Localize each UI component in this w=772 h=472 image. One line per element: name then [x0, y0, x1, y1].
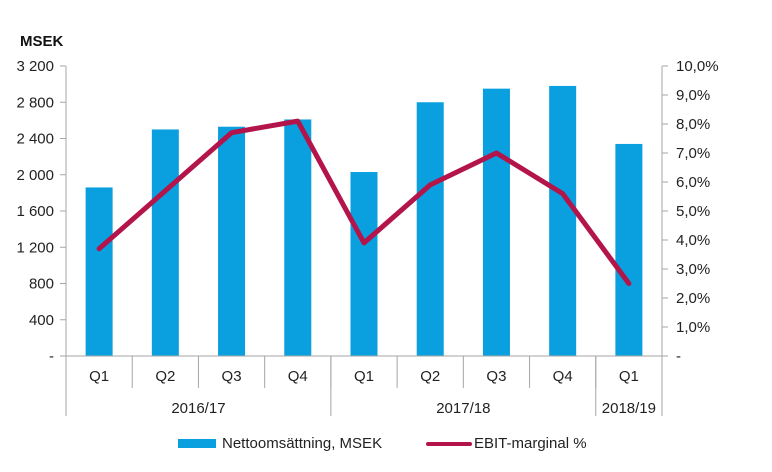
left-tick-label: 1 600 — [16, 203, 54, 220]
right-tick-label: 10,0% — [676, 58, 719, 75]
legend-bar-label: Nettoomsättning, MSEK — [222, 435, 382, 452]
x-axis: Q1 Q2 Q3 Q4 Q1 Q2 Q3 Q4 Q1 2016/17 2017/18 2018/19 — [65, 355, 663, 417]
bar — [85, 187, 113, 356]
x-group-label: 2017/18 — [436, 400, 490, 417]
x-tick-label: Q1 — [354, 368, 374, 385]
bar — [549, 85, 577, 356]
bar — [284, 119, 312, 356]
left-tick-label: 3 200 — [16, 58, 54, 75]
x-group-label: 2018/19 — [602, 400, 656, 417]
bar — [615, 143, 643, 356]
line-series — [96, 118, 632, 286]
right-tick-label: 5,0% — [676, 203, 710, 220]
left-tick-label: 2 000 — [16, 167, 54, 184]
x-tick-label: Q3 — [486, 368, 506, 385]
x-tick-label: Q4 — [288, 368, 308, 385]
right-tick-label: 6,0% — [676, 174, 710, 191]
x-tick-label: Q1 — [619, 368, 639, 385]
right-tick-label: 8,0% — [676, 116, 710, 133]
left-tick-label: - — [49, 348, 54, 365]
bar — [151, 129, 179, 356]
x-group-label: 2016/17 — [171, 400, 225, 417]
bar — [350, 172, 378, 356]
x-tick-label: Q2 — [155, 368, 175, 385]
x-tick-label: Q3 — [222, 368, 242, 385]
right-tick-label: 3,0% — [676, 261, 710, 278]
legend-bar-swatch — [178, 439, 216, 448]
left-axis: - 400 800 1 200 1 600 2 000 2 400 2 800 3 200 — [16, 58, 67, 365]
right-tick-label: 1,0% — [676, 319, 710, 336]
bar — [416, 102, 444, 356]
x-tick-label: Q4 — [553, 368, 573, 385]
right-tick-label: 4,0% — [676, 232, 710, 249]
bar — [218, 126, 246, 356]
left-tick-label: 2 400 — [16, 131, 54, 148]
bar — [482, 88, 510, 356]
left-tick-label: 2 800 — [16, 94, 54, 111]
left-tick-label: 800 — [29, 276, 54, 293]
right-tick-label: 2,0% — [676, 290, 710, 307]
left-axis-unit-label: MSEK — [20, 33, 64, 50]
x-tick-label: Q2 — [420, 368, 440, 385]
right-axis: - 1,0% 2,0% 3,0% 4,0% 5,0% 6,0% 7,0% 8,0% 9,0% 10,… — [661, 58, 719, 365]
left-tick-label: 400 — [29, 312, 54, 329]
x-tick-label: Q1 — [89, 368, 109, 385]
right-tick-label: - — [676, 348, 681, 365]
right-tick-label: 9,0% — [676, 87, 710, 104]
left-tick-label: 1 200 — [16, 239, 54, 256]
legend-line-label: EBIT-marginal % — [474, 435, 587, 452]
right-tick-label: 7,0% — [676, 145, 710, 162]
bar-series — [85, 85, 643, 356]
legend: Nettoomsättning, MSEK EBIT-marginal % — [178, 435, 587, 452]
